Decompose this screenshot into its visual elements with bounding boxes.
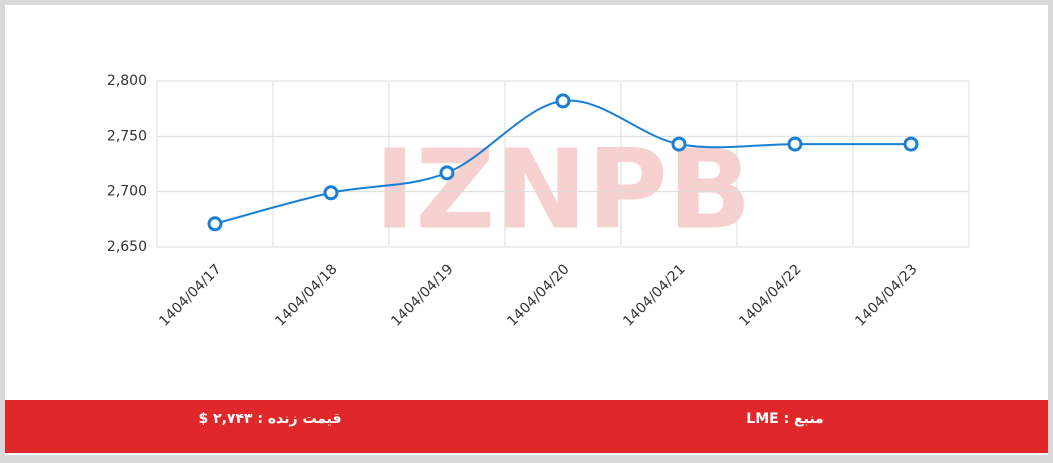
footer-bar [5, 400, 1048, 453]
live-price: قیمت زنده : ۲,۷۴۳ $ [198, 411, 341, 427]
y-tick-label: 2,750 [107, 128, 147, 144]
point [323, 185, 339, 201]
panel [5, 5, 1048, 455]
y-tick-label: 2,650 [107, 239, 147, 255]
point [439, 165, 455, 181]
watermark: IZNPB [374, 125, 751, 253]
y-tick-label: 2,800 [107, 73, 147, 89]
y-tick-label: 2,700 [107, 184, 147, 200]
point [787, 136, 803, 152]
source: منبع : LME [746, 411, 823, 427]
point [671, 136, 687, 152]
point [903, 136, 919, 152]
point [555, 93, 571, 109]
point [207, 216, 223, 232]
